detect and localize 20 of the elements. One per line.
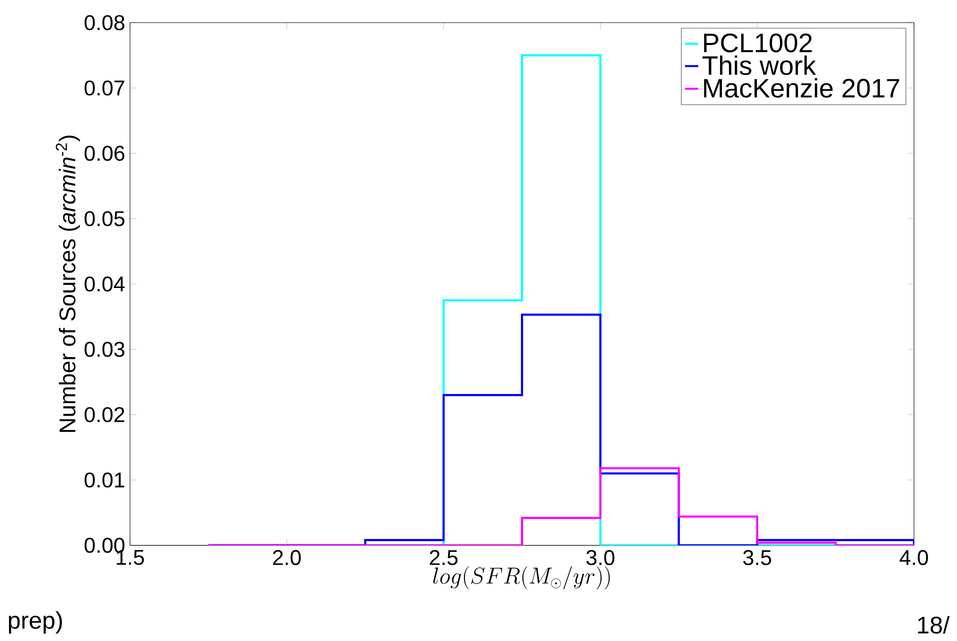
x-tick-label: 2.5	[430, 550, 458, 566]
y-tick-label: 0.02	[84, 407, 124, 422]
legend-label: MacKenzie 2017	[704, 78, 900, 98]
y-tick-label: 0.07	[84, 80, 124, 96]
text: 18/	[918, 616, 950, 634]
x-tick-label: 4.0	[900, 550, 928, 566]
legend-label: PCL1002	[704, 33, 812, 52]
x-tick-label: 3.5	[743, 550, 772, 566]
y-tick-label: 0.05	[84, 211, 124, 226]
y-tick-label: 0.03	[84, 342, 124, 357]
y-tick-label: 0.04	[84, 276, 125, 292]
x-tick-label: 3.0	[586, 550, 614, 566]
y-axis-title: Number of Sources (arcmin$^{-2}$)	[56, 136, 80, 432]
x-tick-label: 2.0	[273, 550, 301, 566]
legend-label: This work	[702, 55, 816, 76]
y-tick-label: 0.08	[84, 15, 124, 30]
text: prep)	[8, 611, 62, 634]
y-tick-label: 0.01	[84, 472, 124, 488]
x-axis-title: $log(SFR(M_{\odot}/yr))$	[433, 566, 610, 590]
y-tick-label: 0.06	[84, 146, 124, 161]
